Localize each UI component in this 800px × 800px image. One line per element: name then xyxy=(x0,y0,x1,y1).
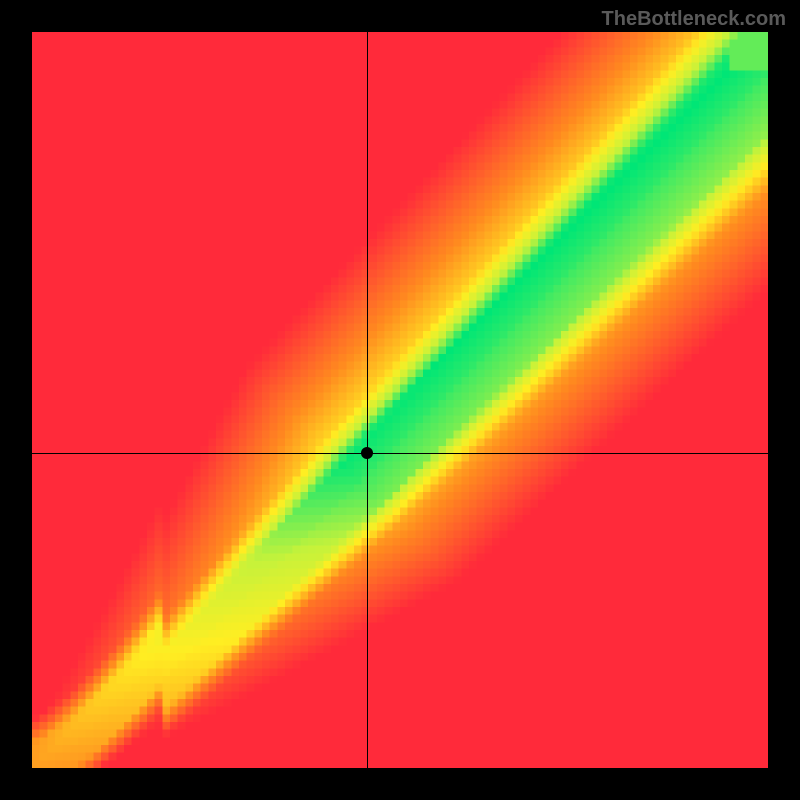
chart-container: TheBottleneck.com xyxy=(0,0,800,800)
plot-area xyxy=(32,32,768,768)
crosshair-vertical xyxy=(367,32,368,768)
crosshair-marker xyxy=(361,447,373,459)
heatmap-canvas xyxy=(32,32,768,768)
crosshair-horizontal xyxy=(32,453,768,454)
watermark-text: TheBottleneck.com xyxy=(602,8,786,31)
